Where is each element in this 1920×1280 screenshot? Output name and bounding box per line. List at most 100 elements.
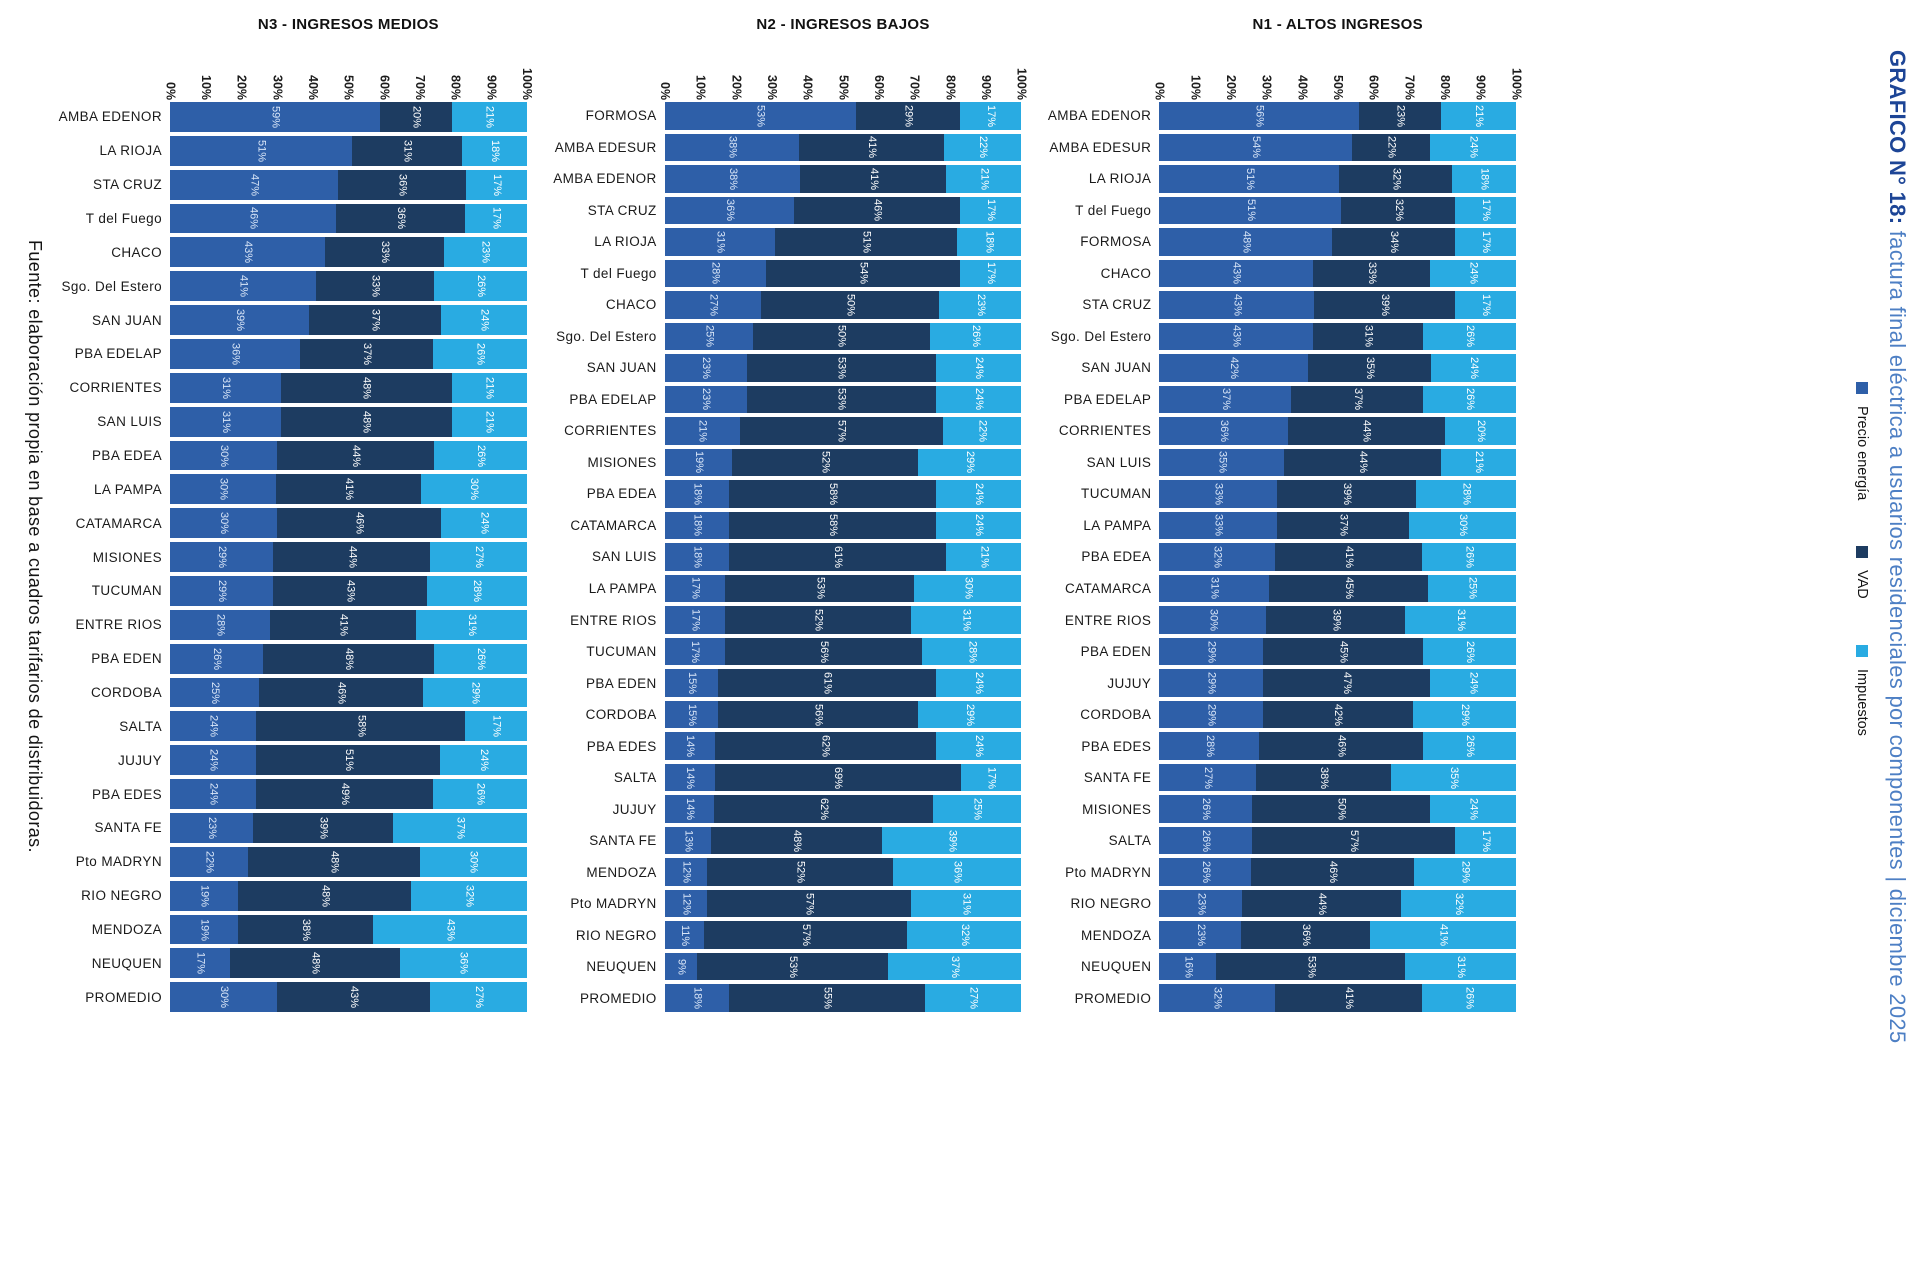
value-label: 30% bbox=[217, 478, 230, 501]
bar-segment-impuestos: 31% bbox=[910, 606, 1022, 634]
value-label: 26% bbox=[1199, 861, 1212, 884]
bar-row: SANTA FE 27% 38% 35% bbox=[1047, 763, 1516, 792]
row-label: MENDOZA bbox=[586, 864, 657, 880]
panel-title: N2 - INGRESOS BAJOS bbox=[756, 16, 930, 33]
value-label: 31% bbox=[1455, 608, 1468, 632]
stacked-bar: 14% 62% 24% bbox=[664, 732, 1022, 760]
value-label: 31% bbox=[1362, 325, 1375, 348]
bar-segment-impuestos: 30% bbox=[420, 474, 527, 505]
value-label: 26% bbox=[474, 444, 487, 467]
stacked-bar: 14% 62% 25% bbox=[664, 795, 1022, 823]
value-label: 24% bbox=[207, 783, 220, 806]
value-label: 42% bbox=[1228, 356, 1240, 379]
stacked-bar: 29% 43% 28% bbox=[170, 576, 527, 606]
axis-tick: 90% bbox=[978, 74, 993, 100]
bar-row: AMBA EDENOR 59% 20% 21% bbox=[58, 102, 527, 132]
bar-segment-vad: 39% bbox=[252, 813, 394, 843]
stacked-bar: 22% 48% 30% bbox=[170, 846, 527, 877]
stacked-bar: 25% 50% 26% bbox=[664, 322, 1022, 351]
bar-segment-precio-energia: 24% bbox=[170, 779, 257, 810]
bar-row: ENTRE RIOS 28% 41% 31% bbox=[58, 609, 527, 640]
bar-segment-impuestos: 22% bbox=[943, 133, 1022, 162]
bar-segment-vad: 37% bbox=[309, 305, 442, 336]
stacked-bar: 28% 46% 26% bbox=[1159, 732, 1516, 760]
row-label: TUCUMAN bbox=[586, 644, 657, 660]
value-label: 21% bbox=[1473, 104, 1486, 127]
axis-tick: 80% bbox=[943, 74, 958, 100]
bar-segment-impuestos: 17% bbox=[960, 196, 1022, 225]
value-label: 23% bbox=[700, 388, 713, 411]
value-label: 37% bbox=[1219, 388, 1232, 411]
bar-segment-precio-energia: 32% bbox=[1159, 543, 1275, 571]
row-label: NEUQUEN bbox=[91, 955, 162, 971]
value-label: 44% bbox=[1360, 419, 1373, 442]
value-label: 11% bbox=[678, 924, 691, 946]
value-label: 25% bbox=[971, 798, 984, 821]
bar-segment-vad: 31% bbox=[351, 135, 463, 166]
value-label: 17% bbox=[985, 104, 998, 127]
bar-segment-precio-energia: 26% bbox=[1159, 858, 1252, 886]
value-label: 20% bbox=[1474, 419, 1487, 442]
value-label: 24% bbox=[1467, 798, 1480, 821]
bar-segment-precio-energia: 23% bbox=[1159, 921, 1242, 949]
row-label: MISIONES bbox=[1082, 801, 1152, 817]
bar-row: SANTA FE 13% 48% 39% bbox=[553, 826, 1022, 855]
bar-segment-precio-energia: 13% bbox=[664, 826, 712, 855]
value-label: 51% bbox=[860, 230, 873, 253]
bar-segment-impuestos: 30% bbox=[419, 846, 527, 877]
bar-segment-impuestos: 23% bbox=[939, 291, 1022, 319]
value-label: 45% bbox=[1342, 577, 1355, 600]
bar-segment-vad: 33% bbox=[1312, 259, 1431, 288]
bar-segment-impuestos: 30% bbox=[1408, 511, 1516, 540]
stacked-bar: 31% 45% 25% bbox=[1159, 574, 1516, 603]
bar-row: PBA EDELAP 23% 53% 24% bbox=[553, 385, 1022, 414]
bar-segment-vad: 41% bbox=[1274, 543, 1423, 571]
bar-segment-precio-energia: 53% bbox=[664, 102, 856, 130]
bar-row: STA CRUZ 43% 39% 17% bbox=[1047, 291, 1516, 319]
bar-segment-vad: 53% bbox=[697, 952, 889, 981]
bar-row: SAN JUAN 23% 53% 24% bbox=[553, 354, 1022, 382]
value-label: 46% bbox=[1326, 861, 1339, 884]
panel-title: N3 - INGRESOS MEDIOS bbox=[257, 16, 439, 33]
bar-segment-precio-energia: 36% bbox=[664, 196, 795, 225]
legend-item-precio-energia: Precio energía bbox=[1854, 382, 1870, 500]
axis-spacer bbox=[553, 40, 665, 102]
bar-segment-vad: 48% bbox=[280, 406, 452, 437]
value-label: 26% bbox=[1464, 735, 1477, 758]
bar-row: STA CRUZ 36% 46% 17% bbox=[553, 196, 1022, 225]
value-label: 37% bbox=[369, 309, 382, 332]
bar-segment-vad: 37% bbox=[1277, 511, 1409, 540]
value-label: 14% bbox=[683, 798, 696, 821]
bar-row: PROMEDIO 32% 41% 26% bbox=[1047, 984, 1516, 1012]
value-label: 19% bbox=[198, 884, 211, 907]
stacked-bar: 38% 41% 22% bbox=[664, 133, 1022, 162]
row-label: CHACO bbox=[1100, 265, 1152, 281]
bar-row: CATAMARCA 18% 58% 24% bbox=[553, 511, 1022, 540]
bar-segment-impuestos: 24% bbox=[441, 305, 527, 336]
value-label: 26% bbox=[474, 275, 487, 298]
stacked-bar: 9% 53% 37% bbox=[664, 952, 1022, 981]
legend-swatch-vad-icon bbox=[1856, 546, 1868, 559]
legend-label: Precio energía bbox=[1854, 406, 1870, 501]
stacked-bar: 24% 49% 26% bbox=[170, 779, 527, 810]
value-label: 58% bbox=[826, 482, 839, 505]
bar-segment-impuestos: 17% bbox=[466, 169, 527, 200]
bar-row: Pto MADRYN 26% 46% 29% bbox=[1047, 858, 1516, 886]
bar-row: CORDOBA 15% 56% 29% bbox=[553, 700, 1022, 729]
stacked-bar: 12% 52% 36% bbox=[664, 858, 1022, 886]
stacked-bar: 26% 50% 24% bbox=[1159, 795, 1516, 823]
row-label: Sgo. Del Estero bbox=[1050, 328, 1152, 344]
bar-row: MENDOZA 19% 38% 43% bbox=[58, 914, 527, 945]
bar-segment-vad: 57% bbox=[739, 417, 943, 445]
panel-n1-altos-ingresos: N1 - ALTOS INGRESOS 0% 10% 20% 30% 40% 50% 60%… bbox=[1047, 10, 1523, 1012]
row-label: PBA EDES bbox=[92, 786, 162, 802]
value-label: 17% bbox=[490, 207, 503, 230]
bar-row: T del Fuego 46% 36% 17% bbox=[58, 203, 527, 234]
bar-segment-vad: 36% bbox=[335, 203, 466, 234]
value-label: 17% bbox=[1479, 293, 1492, 316]
value-label: 43% bbox=[1230, 262, 1243, 285]
value-label: 69% bbox=[832, 766, 845, 789]
bar-segment-precio-energia: 37% bbox=[1159, 385, 1292, 414]
value-label: 53% bbox=[835, 356, 848, 379]
bar-segment-vad: 45% bbox=[1268, 574, 1428, 603]
